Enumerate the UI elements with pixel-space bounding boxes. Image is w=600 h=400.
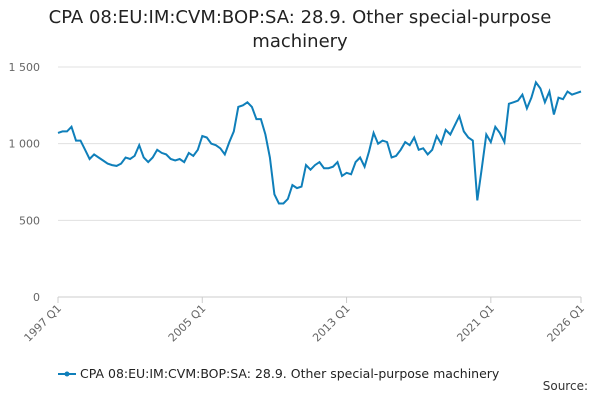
y-tick-label: 1 000 bbox=[9, 138, 41, 151]
series-line bbox=[57, 80, 582, 205]
x-tick-label: 2021 Q1 bbox=[454, 302, 497, 345]
x-tick-label: 2013 Q1 bbox=[310, 302, 353, 345]
chart-title: CPA 08:EU:IM:CVM:BOP:SA: 28.9. Other spe… bbox=[48, 7, 552, 52]
legend-label: CPA 08:EU:IM:CVM:BOP:SA: 28.9. Other spe… bbox=[80, 366, 500, 381]
legend-marker bbox=[64, 371, 70, 377]
y-tick-label: 0 bbox=[33, 291, 40, 304]
source: Source: bbox=[543, 379, 588, 393]
y-tick-label: 500 bbox=[19, 214, 40, 227]
x-tick-label: 2026 Q1 bbox=[545, 302, 588, 345]
x-tick-label: 2005 Q1 bbox=[166, 302, 209, 345]
y-tick-label: 1 500 bbox=[9, 61, 41, 74]
x-tick-label: 1997 Q1 bbox=[22, 302, 65, 345]
